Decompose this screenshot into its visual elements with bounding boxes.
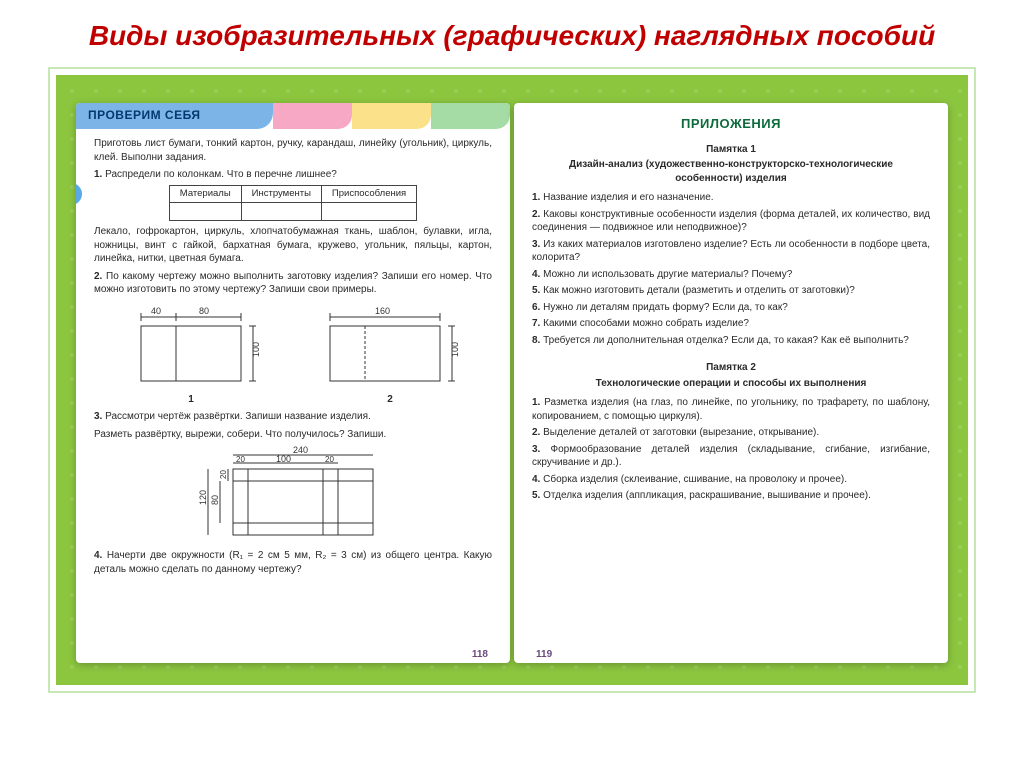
appendix-title: ПРИЛОЖЕНИЯ bbox=[532, 115, 930, 133]
tab-check-yourself: ПРОВЕРИМ СЕБЯ bbox=[76, 103, 273, 129]
q4-text: Начерти две окружности (R₁ = 2 см 5 мм, … bbox=[94, 550, 492, 575]
memo2-head: Памятка 2 bbox=[532, 361, 930, 375]
m1-3: Из каких материалов изготовлено изделие?… bbox=[532, 239, 930, 264]
q3-text: Рассмотри чертёж развёртки. Запиши назва… bbox=[105, 411, 371, 422]
tab-yellow bbox=[352, 103, 431, 129]
question-4: 4. Начерти две окружности (R₁ = 2 см 5 м… bbox=[94, 549, 492, 576]
outer-frame: ПРОВЕРИМ СЕБЯ ✎ Приготовь лист бумаги, т… bbox=[48, 67, 976, 693]
m2-1: Разметка изделия (на глаз, по линейке, п… bbox=[532, 397, 930, 422]
dim-20a: 20 bbox=[236, 455, 245, 464]
q1-text: Распредели по колонкам. Что в перечне ли… bbox=[105, 169, 337, 180]
memo2-list: 1. Разметка изделия (на глаз, по линейке… bbox=[532, 396, 930, 503]
slide-title: Виды изобразительных (графических) нагля… bbox=[0, 0, 1024, 67]
dim-40: 40 bbox=[151, 306, 161, 316]
col-tools: Инструменты bbox=[241, 185, 321, 203]
m2-5: Отделка изделия (аппликация, раскрашиван… bbox=[543, 490, 871, 501]
q2-text: По какому чертежу можно выполнить загото… bbox=[94, 271, 492, 296]
page-tabs: ПРОВЕРИМ СЕБЯ bbox=[76, 103, 510, 131]
tab-green bbox=[431, 103, 510, 129]
drawing-2-svg: 160 100 bbox=[315, 301, 465, 391]
col-devices: Приспособления bbox=[321, 185, 416, 203]
drawing-1: 40 80 100 1 bbox=[121, 301, 261, 407]
page-number-right: 119 bbox=[536, 648, 552, 662]
m1-6: Нужно ли деталям придать форму? Если да,… bbox=[543, 302, 788, 313]
tab-pink bbox=[273, 103, 352, 129]
dim-160: 160 bbox=[375, 306, 390, 316]
m1-2: Каковы конструктивные особенности издели… bbox=[532, 209, 930, 234]
m2-3: Формообразование деталей изделия (склады… bbox=[532, 444, 930, 469]
drawing-2-label: 2 bbox=[315, 393, 465, 407]
pencil-icon: ✎ bbox=[76, 181, 84, 207]
question-1: 1. Распредели по колонкам. Что в перечне… bbox=[94, 168, 492, 182]
dim-80: 80 bbox=[199, 306, 209, 316]
dim-100b: 100 bbox=[450, 342, 460, 357]
memo1-list: 1. Название изделия и его назначение. 2.… bbox=[532, 191, 930, 347]
dim-20c: 20 bbox=[219, 470, 228, 479]
book-spread: ПРОВЕРИМ СЕБЯ ✎ Приготовь лист бумаги, т… bbox=[76, 103, 948, 663]
memo1-sub: Дизайн-анализ (художественно-конструктор… bbox=[532, 158, 930, 185]
drawing-1-label: 1 bbox=[121, 393, 261, 407]
question-3b: Разметь развёртку, вырежи, собери. Что п… bbox=[94, 428, 492, 442]
page-left: ПРОВЕРИМ СЕБЯ ✎ Приготовь лист бумаги, т… bbox=[76, 103, 510, 663]
drawing-3-wrap: 240 20 100 20 120 80 20 bbox=[94, 445, 492, 545]
m2-4: Сборка изделия (склеивание, сшивание, на… bbox=[543, 474, 847, 485]
dim-80b: 80 bbox=[210, 495, 220, 505]
m1-7: Какими способами можно собрать изделие? bbox=[543, 318, 749, 329]
question-3: 3. Рассмотри чертёж развёртки. Запиши на… bbox=[94, 410, 492, 424]
items-list: Лекало, гофрокартон, циркуль, хлопчатобу… bbox=[94, 225, 492, 266]
m1-8: Требуется ли дополнительная отделка? Есл… bbox=[543, 335, 909, 346]
drawing-3-svg: 240 20 100 20 120 80 20 bbox=[178, 445, 408, 545]
memo1-head: Памятка 1 bbox=[532, 143, 930, 157]
memo2: Памятка 2 Технологические операции и спо… bbox=[532, 361, 930, 503]
question-2: 2. По какому чертежу можно выполнить заг… bbox=[94, 270, 492, 297]
intro-text: Приготовь лист бумаги, тонкий картон, ру… bbox=[94, 137, 492, 164]
memo2-sub: Технологические операции и способы их вы… bbox=[532, 377, 930, 391]
materials-table: Материалы Инструменты Приспособления bbox=[169, 185, 417, 222]
m1-5: Как можно изготовить детали (разметить и… bbox=[543, 285, 855, 296]
dim-20b: 20 bbox=[325, 455, 334, 464]
drawing-2: 160 100 2 bbox=[315, 301, 465, 407]
page-right: ПРИЛОЖЕНИЯ Памятка 1 Дизайн-анализ (худо… bbox=[514, 103, 948, 663]
dim-120: 120 bbox=[198, 490, 208, 505]
m1-1: Название изделия и его назначение. bbox=[543, 192, 713, 203]
m1-4: Можно ли использовать другие материалы? … bbox=[543, 269, 792, 280]
dim-240: 240 bbox=[293, 445, 308, 455]
page-number-left: 118 bbox=[472, 648, 488, 662]
col-materials: Материалы bbox=[169, 185, 241, 203]
drawing-1-svg: 40 80 100 bbox=[121, 301, 261, 391]
drawings-1-2: 40 80 100 1 bbox=[94, 301, 492, 407]
m2-2: Выделение деталей от заготовки (вырезани… bbox=[543, 427, 819, 438]
green-frame: ПРОВЕРИМ СЕБЯ ✎ Приготовь лист бумаги, т… bbox=[56, 75, 968, 685]
dim-100c: 100 bbox=[276, 454, 291, 464]
dim-100a: 100 bbox=[251, 342, 261, 357]
